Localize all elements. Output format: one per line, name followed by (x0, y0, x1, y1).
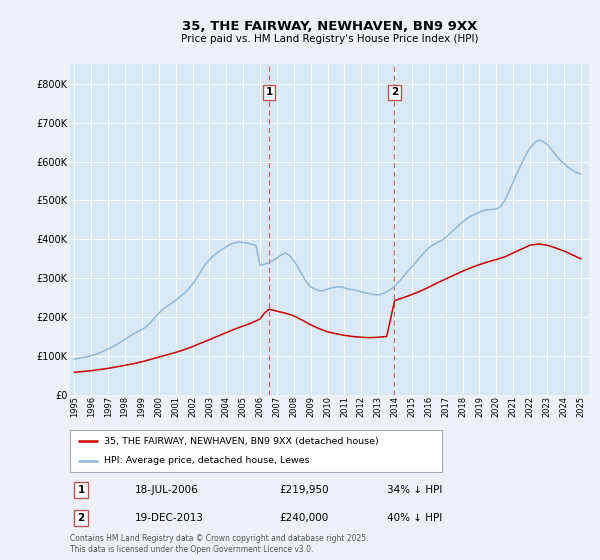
Text: £240,000: £240,000 (279, 513, 328, 523)
Text: 1: 1 (266, 87, 273, 97)
Text: 35, THE FAIRWAY, NEWHAVEN, BN9 9XX: 35, THE FAIRWAY, NEWHAVEN, BN9 9XX (182, 20, 478, 32)
Text: HPI: Average price, detached house, Lewes: HPI: Average price, detached house, Lewe… (104, 456, 310, 465)
Text: 18-JUL-2006: 18-JUL-2006 (135, 485, 199, 495)
Text: 19-DEC-2013: 19-DEC-2013 (135, 513, 204, 523)
Text: Contains HM Land Registry data © Crown copyright and database right 2025.
This d: Contains HM Land Registry data © Crown c… (70, 534, 368, 554)
Text: 2: 2 (77, 513, 85, 523)
Text: 35, THE FAIRWAY, NEWHAVEN, BN9 9XX (detached house): 35, THE FAIRWAY, NEWHAVEN, BN9 9XX (deta… (104, 437, 379, 446)
Text: 40% ↓ HPI: 40% ↓ HPI (387, 513, 442, 523)
Text: 1: 1 (77, 485, 85, 495)
Text: 2: 2 (391, 87, 398, 97)
Text: Price paid vs. HM Land Registry's House Price Index (HPI): Price paid vs. HM Land Registry's House … (181, 34, 479, 44)
Text: 34% ↓ HPI: 34% ↓ HPI (387, 485, 442, 495)
Text: £219,950: £219,950 (279, 485, 329, 495)
